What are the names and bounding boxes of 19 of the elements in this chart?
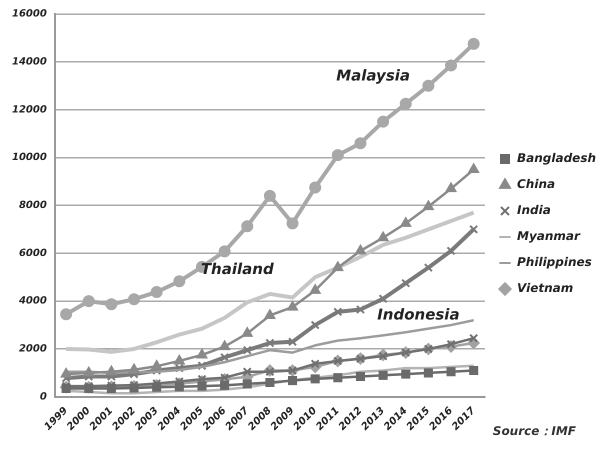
legend-label: Philippines xyxy=(517,255,592,270)
y-tick-label: 4000 xyxy=(18,296,47,307)
y-tick-label: 6000 xyxy=(18,248,47,259)
legend-label: India xyxy=(517,203,551,218)
legend-label: Myanmar xyxy=(517,229,582,244)
y-tick-label: 8000 xyxy=(18,200,47,212)
legend-label: Vietnam xyxy=(517,281,574,296)
y-tick-label: 14000 xyxy=(12,56,47,68)
legend-label: Bangladesh xyxy=(517,151,596,166)
y-tick-label: 0 xyxy=(40,391,47,402)
annotation: Malaysia xyxy=(336,66,410,85)
annotation: Indonesia xyxy=(377,306,460,324)
y-tick-label: 10000 xyxy=(12,152,47,164)
source-note: Source：IMF xyxy=(492,423,576,440)
legend-label: China xyxy=(517,177,556,192)
y-tick-label: 12000 xyxy=(12,104,47,116)
annotation: Thailand xyxy=(200,260,274,278)
y-tick-label: 2000 xyxy=(18,344,47,355)
y-tick-label: 16000 xyxy=(12,8,47,20)
